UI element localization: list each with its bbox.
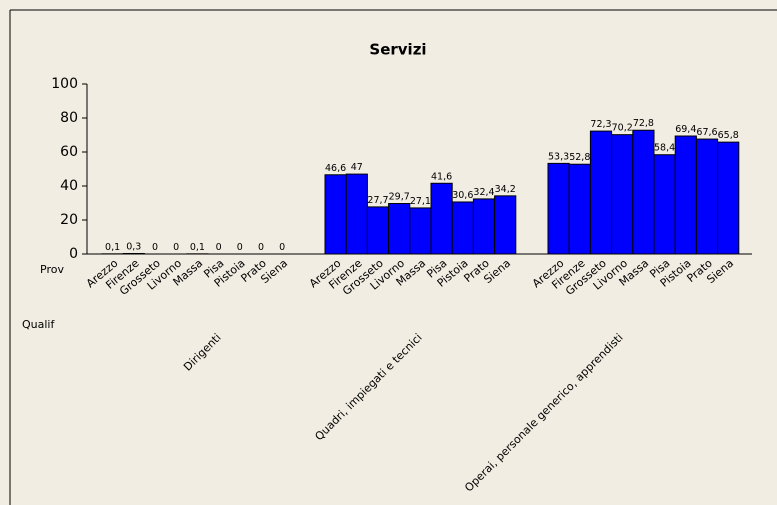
value-label: 65,8 <box>718 130 739 141</box>
x-axis-label: Prov <box>40 263 64 276</box>
value-label: 46,6 <box>325 163 346 174</box>
group-axis-label: Qualif <box>22 318 55 331</box>
chart-title: Servizi <box>369 41 426 59</box>
value-label: 32,4 <box>473 187 494 198</box>
value-label: 0,3 <box>126 241 141 252</box>
bar <box>547 162 570 255</box>
group-label: Quadri, impiegati e tecnici <box>312 331 424 443</box>
value-label: 72,8 <box>633 118 654 129</box>
bar <box>388 203 411 255</box>
value-label: 53,3 <box>548 151 569 162</box>
value-label: 69,4 <box>675 124 696 135</box>
value-label: 0 <box>152 242 158 253</box>
value-label: 41,6 <box>431 171 452 182</box>
bar <box>674 135 697 255</box>
value-label: 29,7 <box>389 192 410 203</box>
value-label: 30,6 <box>452 190 473 201</box>
bar <box>451 201 474 255</box>
bar <box>717 141 740 255</box>
y-tick-label: 20 <box>60 212 78 228</box>
bar <box>409 207 432 255</box>
bar <box>345 173 368 255</box>
value-label: 52,8 <box>569 152 590 163</box>
y-tick-label: 40 <box>60 178 78 194</box>
value-label: 0 <box>173 242 179 253</box>
group-label: Dirigenti <box>181 331 224 374</box>
value-label: 72,3 <box>590 119 611 130</box>
bar <box>589 130 613 255</box>
bar <box>122 252 145 255</box>
bar <box>611 134 634 255</box>
bar <box>568 163 591 255</box>
y-tick-label: 0 <box>69 246 78 262</box>
bar <box>430 182 453 255</box>
value-label: 70,2 <box>612 123 633 134</box>
bar <box>494 195 517 255</box>
value-label: 27,1 <box>410 196 431 207</box>
bar <box>695 138 719 255</box>
value-label: 0 <box>216 242 222 253</box>
bar <box>324 174 347 255</box>
value-label: 0,1 <box>105 242 120 253</box>
value-label: 27,7 <box>367 195 388 206</box>
value-label: 0 <box>237 242 243 253</box>
value-label: 34,2 <box>495 184 516 195</box>
value-label: 0,1 <box>190 242 205 253</box>
value-label: 0 <box>258 242 264 253</box>
group-label: Operai, personale generico, apprendisti <box>462 331 625 494</box>
y-tick-label: 100 <box>51 76 78 92</box>
value-label: 47 <box>351 162 363 173</box>
y-tick-label: 80 <box>60 110 78 126</box>
value-label: 58,4 <box>654 143 675 154</box>
value-label: 67,6 <box>696 127 717 138</box>
bar <box>632 129 655 255</box>
value-label: 0 <box>279 242 285 253</box>
bar <box>472 198 496 255</box>
y-tick-label: 60 <box>60 144 78 160</box>
bar <box>366 206 390 255</box>
bar <box>653 154 676 255</box>
